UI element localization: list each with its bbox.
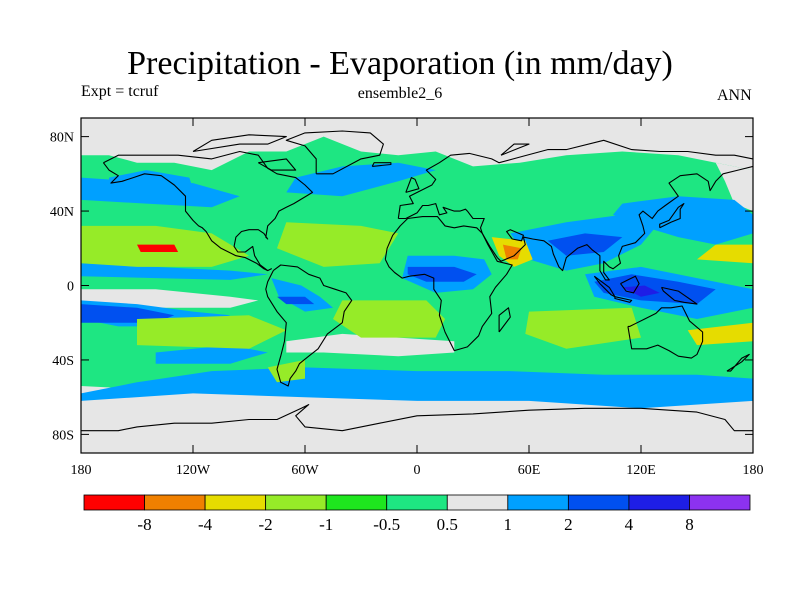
coastline-15 — [371, 162, 392, 167]
coastline-4 — [398, 165, 753, 281]
colorbar-box-8 — [567, 494, 630, 511]
y-tick-label-4: 80S — [52, 428, 74, 443]
season-label: ANN — [717, 87, 752, 104]
field-region-6 — [109, 170, 193, 193]
field-region-28 — [502, 244, 522, 260]
colorbar-label-5: 0.5 — [437, 515, 458, 534]
colorbar-box-9 — [628, 494, 690, 511]
coastline-8 — [620, 275, 640, 294]
coastline-12 — [659, 203, 685, 229]
field-region-32 — [333, 300, 445, 338]
field-region-37 — [697, 244, 753, 264]
coastline-17 — [81, 404, 753, 432]
field-region-36 — [137, 244, 179, 252]
experiment-label: Expt = tcruf — [81, 83, 159, 100]
coastline-14 — [285, 130, 384, 175]
field-region-2 — [715, 162, 753, 212]
coastline-13 — [405, 177, 420, 193]
coastline-9 — [614, 296, 633, 303]
ensemble-label: ensemble2_6 — [357, 85, 443, 102]
chart-title: Precipitation - Evaporation (in mm/day) — [127, 45, 673, 82]
coastline-16 — [726, 353, 750, 372]
coastline-3 — [397, 139, 753, 219]
x-tick-label-5: 120E — [626, 463, 656, 478]
x-tick-label-2: 60W — [291, 463, 319, 478]
coastline-18 — [192, 134, 287, 153]
y-tick-label-3: 40S — [52, 354, 74, 369]
coastline-5 — [506, 229, 524, 242]
field-region-39 — [267, 359, 305, 383]
field-region-8 — [613, 196, 753, 245]
field-region-21 — [277, 296, 315, 305]
colorbar-box-3 — [265, 494, 327, 511]
x-tick-label-3: 0 — [414, 463, 421, 478]
colorbar-label-2: -2 — [259, 515, 273, 534]
colorbar: -8 -4 -2 -1 -0.5 0.5 1 2 4 8 — [83, 494, 751, 534]
coastline-7 — [593, 275, 616, 298]
colorbar-label-9: 8 — [685, 515, 694, 534]
field-region-14 — [271, 278, 333, 312]
coastlines — [81, 130, 753, 432]
field-region-12 — [81, 263, 268, 280]
coastline-19 — [258, 158, 297, 171]
colorbar-label-8: 4 — [625, 515, 634, 534]
colorbar-box-10 — [689, 494, 751, 511]
colorbar-box-7 — [507, 494, 569, 511]
x-tick-label-1: 120W — [176, 463, 211, 478]
coastline-0 — [102, 150, 314, 272]
coastline-1 — [265, 264, 353, 387]
coastline-20 — [500, 143, 530, 156]
y-tick-label-0: 80N — [50, 131, 74, 146]
map-plot-area — [81, 118, 753, 453]
colorbar-label-3: -1 — [319, 515, 333, 534]
field-region-22 — [622, 285, 660, 297]
field-region-38 — [687, 322, 753, 346]
x-tick-label-6: 180 — [743, 463, 764, 478]
field-region-26 — [277, 222, 399, 267]
field-region-7 — [286, 162, 436, 197]
y-tick-label-2: 0 — [67, 280, 74, 295]
colorbar-label-4: -0.5 — [373, 515, 400, 534]
coastline-6 — [627, 305, 704, 359]
colorbar-box-5 — [386, 494, 448, 511]
coastline-11 — [498, 307, 511, 333]
colorbar-label-1: -4 — [198, 515, 213, 534]
field-region-30 — [137, 315, 287, 349]
field-region-16 — [155, 345, 268, 364]
colorbar-box-4 — [325, 494, 388, 511]
colorbar-label-7: 2 — [564, 515, 573, 534]
colorbar-box-2 — [204, 494, 267, 511]
field-region-17 — [81, 304, 175, 323]
field-region-18 — [407, 266, 477, 282]
field-region-4 — [286, 333, 455, 357]
field-region-10 — [81, 367, 753, 409]
y-tick-label-1: 40N — [50, 205, 74, 220]
field-region-20 — [547, 233, 623, 256]
field-region-35 — [525, 307, 641, 349]
x-tick-label-4: 60E — [518, 463, 541, 478]
colorbar-label-6: 1 — [504, 515, 513, 534]
x-tick-label-0: 180 — [71, 463, 92, 478]
field-region-3 — [81, 289, 259, 308]
y-axis-ticks: 80N 40N 0 40S 80S — [50, 131, 753, 443]
colorbar-box-6 — [446, 494, 509, 511]
field-region-0 — [81, 118, 753, 171]
coastline-2 — [384, 216, 513, 352]
colorbar-box-1 — [144, 494, 206, 511]
colorbar-box-0 — [83, 494, 145, 511]
coastline-10 — [661, 286, 698, 305]
x-axis-ticks: 180 120W 60W 0 60E 120E 180 — [71, 118, 764, 478]
colorbar-label-0: -8 — [137, 515, 151, 534]
